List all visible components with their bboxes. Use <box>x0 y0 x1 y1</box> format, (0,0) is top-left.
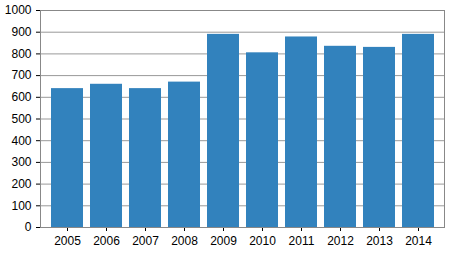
svg-text:2012: 2012 <box>327 234 354 248</box>
svg-text:800: 800 <box>11 47 31 61</box>
svg-text:600: 600 <box>11 90 31 104</box>
svg-text:700: 700 <box>11 68 31 82</box>
svg-text:900: 900 <box>11 25 31 39</box>
svg-text:2008: 2008 <box>171 234 198 248</box>
svg-text:2014: 2014 <box>405 234 432 248</box>
svg-text:2006: 2006 <box>93 234 120 248</box>
svg-text:2011: 2011 <box>289 234 315 248</box>
svg-text:500: 500 <box>11 112 31 126</box>
svg-text:2010: 2010 <box>249 234 276 248</box>
svg-text:2013: 2013 <box>366 234 393 248</box>
svg-text:2007: 2007 <box>132 234 159 248</box>
svg-text:100: 100 <box>11 199 31 213</box>
svg-text:1000: 1000 <box>5 3 32 17</box>
svg-text:2005: 2005 <box>54 234 81 248</box>
svg-text:300: 300 <box>11 155 31 169</box>
svg-text:200: 200 <box>11 177 31 191</box>
svg-text:2009: 2009 <box>210 234 237 248</box>
svg-text:0: 0 <box>25 220 32 234</box>
svg-text:400: 400 <box>11 134 31 148</box>
